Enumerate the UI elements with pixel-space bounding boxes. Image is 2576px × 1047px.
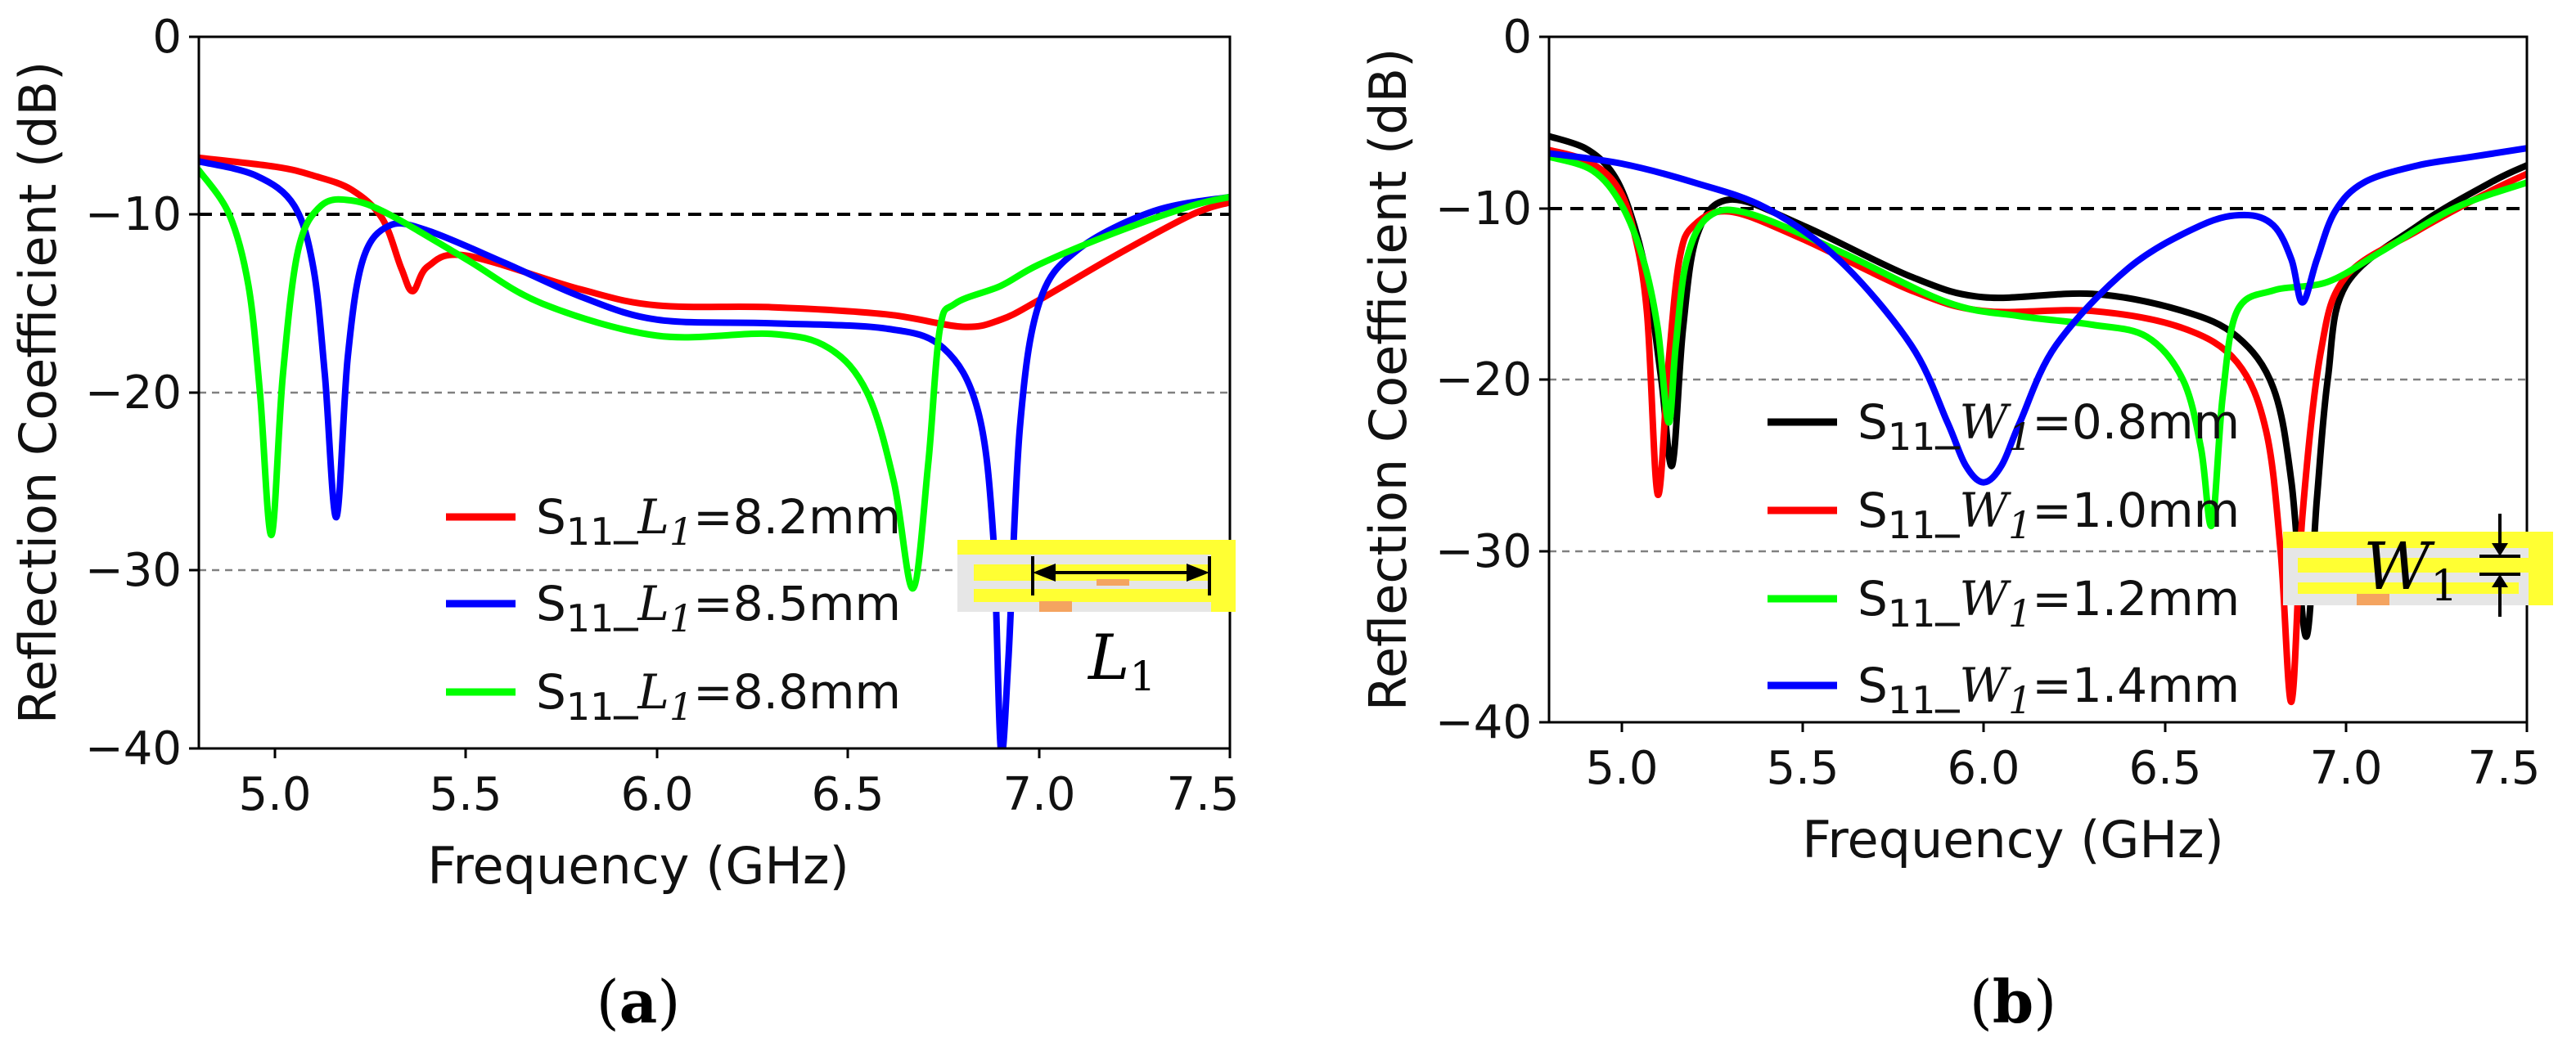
legend-label: S11_W1=0.8mm bbox=[1858, 394, 2240, 459]
x-tick-label: 7.0 bbox=[2309, 742, 2382, 795]
y-tick-label: −40 bbox=[1435, 696, 1532, 749]
reference-lines-a bbox=[199, 213, 1230, 572]
y-tick-label: −20 bbox=[85, 366, 182, 420]
legend-a: S11_L1=8.2mm S11_L1=8.5mm S11_L1=8.8mm bbox=[446, 489, 901, 729]
y-tick-label: 0 bbox=[1502, 11, 1532, 64]
x-tick-label: 7.5 bbox=[1166, 768, 1239, 821]
y-ticks-b: 0 −10 −20 −30 −40 bbox=[1435, 11, 1549, 749]
y-tick-label: −10 bbox=[1435, 182, 1532, 236]
x-tick-label: 5.0 bbox=[1585, 742, 1658, 795]
series-line-a-1 bbox=[199, 158, 1230, 748]
x-tick-label: 5.0 bbox=[238, 768, 311, 821]
y-tick-label: −30 bbox=[85, 544, 182, 597]
x-tick-label: 5.5 bbox=[1766, 742, 1839, 795]
series-line-b-3 bbox=[1549, 145, 2527, 486]
chart-panel-b: 0 −10 −20 −30 −40 5.0 5.5 6.0 6.5 7.0 7.… bbox=[1358, 11, 2553, 1036]
caption-a: (a) bbox=[597, 967, 681, 1036]
y-axis-label-a: Reflection Coefficient (dB) bbox=[8, 61, 68, 725]
legend-label: S11_L1=8.5mm bbox=[536, 576, 901, 640]
x-ticks-b: 5.0 5.5 6.0 6.5 7.0 7.5 bbox=[1585, 722, 2541, 795]
y-ticks-a: 0 −10 −20 −30 −40 bbox=[85, 11, 199, 775]
inset-diagram-b: W1 bbox=[2283, 514, 2553, 617]
x-tick-label: 7.5 bbox=[2467, 742, 2540, 795]
x-tick-label: 7.0 bbox=[1002, 768, 1075, 821]
legend-label: S11_W1=1.0mm bbox=[1858, 483, 2240, 547]
y-tick-label: −10 bbox=[85, 188, 182, 241]
inset-label-w1: W1 bbox=[2363, 528, 2457, 611]
y-tick-label: −30 bbox=[1435, 525, 1532, 578]
x-tick-label: 6.0 bbox=[620, 768, 693, 821]
y-tick-label: −20 bbox=[1435, 353, 1532, 407]
legend-label: S11_W1=1.4mm bbox=[1858, 658, 2240, 722]
legend-label: S11_W1=1.2mm bbox=[1858, 571, 2240, 636]
chart-panel-a: 0 −10 −20 −30 −40 5.0 5.5 6.0 6.5 7.0 7.… bbox=[8, 11, 1240, 1036]
x-tick-label: 6.0 bbox=[1947, 742, 2020, 795]
series-line-a-2 bbox=[199, 167, 1230, 592]
x-tick-label: 6.5 bbox=[811, 768, 884, 821]
y-axis-label-b: Reflection Coefficient (dB) bbox=[1358, 48, 1418, 712]
inset-label-l1: L1 bbox=[1087, 621, 1155, 700]
y-tick-label: 0 bbox=[152, 11, 182, 64]
legend-label: S11_L1=8.2mm bbox=[536, 489, 901, 554]
series-group-a bbox=[199, 154, 1230, 748]
x-ticks-a: 5.0 5.5 6.0 6.5 7.0 7.5 bbox=[238, 748, 1240, 821]
inset-diagram-a: L1 bbox=[957, 540, 1236, 700]
x-axis-label-b: Frequency (GHz) bbox=[1802, 810, 2224, 870]
series-line-b-1 bbox=[1549, 146, 2527, 705]
legend-b: S11_W1=0.8mm S11_W1=1.0mm S11_W1=1.2mm S… bbox=[1768, 394, 2240, 722]
legend-label: S11_L1=8.8mm bbox=[536, 664, 901, 729]
x-tick-label: 5.5 bbox=[429, 768, 502, 821]
x-tick-label: 6.5 bbox=[2128, 742, 2201, 795]
y-tick-label: −40 bbox=[85, 722, 182, 775]
series-line-b-2 bbox=[1549, 153, 2527, 529]
x-axis-label-a: Frequency (GHz) bbox=[427, 836, 849, 896]
caption-b: (b) bbox=[1970, 967, 2057, 1036]
series-group-b bbox=[1549, 133, 2527, 705]
